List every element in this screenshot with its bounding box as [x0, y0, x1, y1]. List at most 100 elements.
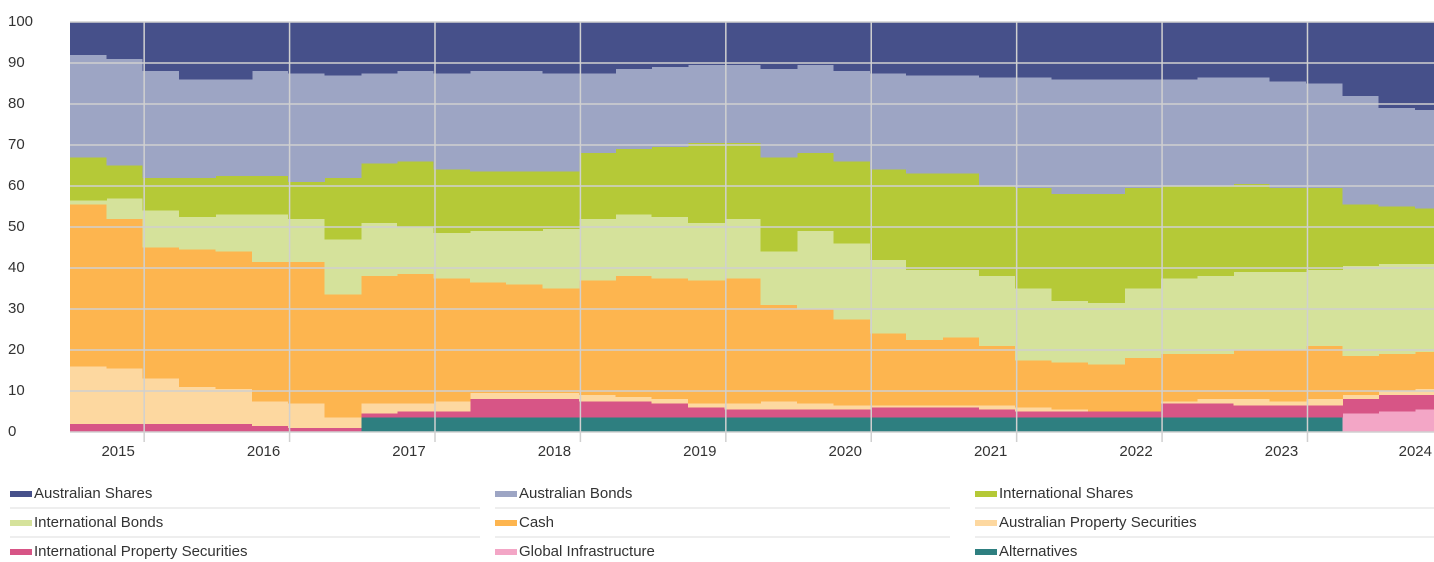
- area-step: [1124, 22, 1162, 80]
- area-step: [1306, 405, 1343, 418]
- area-step: [1269, 350, 1307, 402]
- x-tick-label: 2023: [1265, 443, 1298, 460]
- x-tick-label: 2019: [683, 443, 716, 460]
- area-step: [651, 278, 689, 400]
- area-step: [1051, 22, 1089, 80]
- area-step: [1051, 194, 1089, 301]
- area-step: [1015, 407, 1053, 412]
- area-step: [869, 417, 907, 432]
- area-step: [1269, 22, 1307, 82]
- area-step: [1124, 79, 1162, 189]
- area-step: [1233, 417, 1271, 432]
- area-step: [506, 22, 544, 72]
- area-step: [651, 22, 689, 68]
- x-tick-label: 2018: [538, 443, 571, 460]
- area-step: [760, 69, 798, 158]
- area-step: [106, 198, 144, 219]
- area-step: [760, 401, 798, 410]
- area-step: [179, 79, 216, 178]
- y-tick-label: 90: [8, 54, 25, 71]
- area-step: [1342, 395, 1380, 400]
- area-step: [1233, 272, 1271, 350]
- area-step: [542, 171, 580, 230]
- area-step: [1306, 83, 1343, 189]
- area-step: [360, 276, 398, 404]
- area-step: [651, 216, 689, 279]
- area-step: [906, 75, 943, 174]
- area-step: [869, 333, 907, 406]
- area-step: [1124, 288, 1162, 359]
- area-step: [288, 403, 325, 428]
- area-step: [906, 270, 943, 340]
- area-step: [1087, 194, 1125, 303]
- area-step: [506, 393, 544, 400]
- area-step: [1196, 354, 1234, 400]
- area-step: [288, 427, 325, 432]
- area-step: [942, 270, 980, 338]
- area-step: [1415, 208, 1434, 264]
- area-step: [869, 405, 907, 408]
- area-step: [869, 407, 907, 418]
- area-step: [651, 399, 689, 404]
- area-step: [1015, 288, 1053, 361]
- area-step: [942, 407, 980, 418]
- area-step: [288, 181, 325, 219]
- area-step: [833, 71, 871, 162]
- area-step: [506, 284, 544, 394]
- area-step: [1233, 399, 1271, 406]
- area-step: [1051, 409, 1089, 412]
- area-step: [324, 417, 362, 428]
- area-step: [215, 214, 253, 252]
- area-step: [1051, 79, 1089, 195]
- area-step: [1087, 302, 1125, 365]
- area-step: [397, 274, 435, 404]
- area-step: [688, 22, 725, 66]
- area-step: [1342, 413, 1380, 432]
- area-step: [397, 161, 435, 227]
- area-step: [688, 222, 725, 281]
- area-step: [615, 276, 653, 398]
- area-step: [1233, 405, 1271, 418]
- area-step: [1160, 186, 1198, 279]
- area-step: [1196, 417, 1234, 432]
- area-step: [1233, 350, 1271, 400]
- area-step: [288, 73, 325, 182]
- area-step: [978, 405, 1016, 410]
- area-step: [215, 175, 253, 215]
- area-step: [833, 22, 871, 72]
- area-step: [1415, 352, 1434, 389]
- area-step: [760, 157, 798, 252]
- area-step: [869, 259, 907, 334]
- area-step: [1160, 22, 1198, 80]
- area-step: [251, 71, 289, 176]
- x-tick-label: 2021: [974, 443, 1007, 460]
- area-step: [469, 282, 507, 394]
- area-step: [688, 407, 725, 418]
- area-step: [506, 231, 544, 285]
- area-step: [179, 216, 216, 250]
- area-step: [1378, 411, 1416, 432]
- area-step: [1342, 204, 1380, 266]
- area-step: [688, 142, 725, 223]
- area-step: [724, 409, 762, 418]
- area-step: [1233, 183, 1271, 273]
- area-step: [433, 411, 471, 418]
- area-step: [1015, 411, 1053, 418]
- area-step: [1378, 391, 1416, 396]
- area-step: [70, 22, 107, 55]
- area-step: [1124, 417, 1162, 432]
- area-step: [688, 403, 725, 408]
- area-step: [1124, 358, 1162, 412]
- area-step: [1269, 401, 1307, 406]
- area-step: [1051, 300, 1089, 363]
- area-step: [942, 417, 980, 432]
- area-step: [1087, 22, 1125, 80]
- legend-label: Cash: [519, 514, 554, 531]
- area-step: [978, 345, 1016, 406]
- legend-label: International Property Securities: [34, 543, 247, 560]
- area-step: [506, 417, 544, 432]
- area-step: [251, 22, 289, 72]
- area-step: [1269, 272, 1307, 350]
- area-step: [142, 423, 180, 432]
